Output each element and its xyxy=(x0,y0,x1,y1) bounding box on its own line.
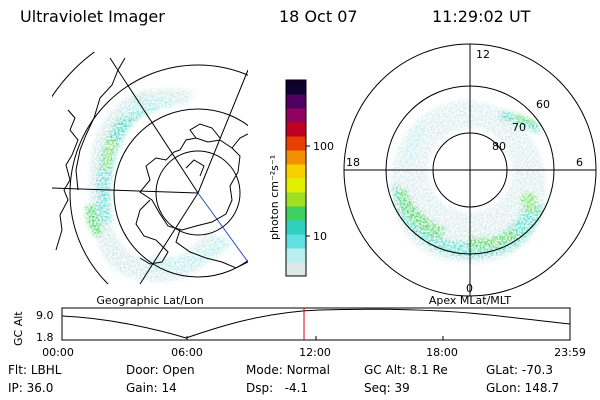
alt-ytick-max: 9.0 xyxy=(36,309,54,322)
mlt-label-6: 6 xyxy=(576,156,583,169)
colorbar-cell xyxy=(286,164,306,179)
status-glat: GLat: -70.3 xyxy=(486,363,553,377)
colorbar-cell xyxy=(286,206,306,221)
alt-xtick-4: 23:59 xyxy=(554,346,586,359)
colorbar: 100 10 photon cm⁻²s⁻¹ xyxy=(268,79,334,277)
geo-coastlines xyxy=(55,57,248,269)
mag-aurora-image xyxy=(390,100,547,263)
mlt-label-18: 18 xyxy=(346,156,360,169)
colorbar-cell xyxy=(286,150,306,165)
colorbar-cell xyxy=(286,220,306,235)
status-filter: Flt: LBHL xyxy=(8,363,62,377)
mlt-label-12: 12 xyxy=(476,48,490,61)
mag-caption: Apex MLat/MLT xyxy=(429,294,512,307)
altitude-x-ticks xyxy=(186,336,444,340)
alt-xtick-1: 06:00 xyxy=(171,346,203,359)
colorbar-cell xyxy=(286,122,306,137)
colorbar-tick-label: 100 xyxy=(313,140,334,153)
colorbar-frame xyxy=(285,79,307,277)
mag-mlt-meridians xyxy=(344,44,596,296)
colorbar-cell xyxy=(286,178,306,193)
altitude-plot: 9.0 1.8 GC Alt 00:00 06:00 12:00 18:00 2… xyxy=(12,307,586,359)
status-seq: Seq: 39 xyxy=(364,381,410,395)
status-ip: IP: 36.0 xyxy=(8,381,54,395)
magnetic-panel: 12 6 0 18 60 70 80 xyxy=(343,43,597,297)
alt-ylabel: GC Alt xyxy=(12,311,25,346)
alt-xtick-0: 00:00 xyxy=(42,346,74,359)
alt-ytick-min: 1.8 xyxy=(36,331,54,344)
colorbar-cell xyxy=(286,108,306,123)
mlat-label-60: 60 xyxy=(536,98,550,111)
geo-latitude-circles xyxy=(52,52,248,284)
mlt-label-0: 0 xyxy=(466,282,473,295)
colorbar-cell xyxy=(286,192,306,207)
alt-xtick-3: 18:00 xyxy=(426,346,458,359)
colorbar-cell xyxy=(286,136,306,151)
geographic-panel xyxy=(52,52,248,284)
colorbar-cell xyxy=(286,94,306,109)
alt-xtick-2: 12:00 xyxy=(299,346,331,359)
geo-caption: Geographic Lat/Lon xyxy=(96,294,203,307)
colorbar-cell xyxy=(286,80,306,95)
altitude-plot-frame xyxy=(61,307,571,341)
colorbar-ticks: 100 10 xyxy=(306,140,334,243)
observation-date: 18 Oct 07 xyxy=(279,7,358,26)
colorbar-unit-label: photon cm⁻²s⁻¹ xyxy=(268,155,281,240)
status-door: Door: Open xyxy=(126,363,195,377)
colorbar-cell xyxy=(286,248,306,263)
altitude-curve xyxy=(61,308,571,339)
colorbar-cells xyxy=(286,80,306,277)
mlat-label-70: 70 xyxy=(512,121,526,134)
colorbar-cell xyxy=(286,234,306,249)
geo-dipole-line xyxy=(197,192,248,263)
status-glon: GLon: 148.7 xyxy=(486,381,559,395)
colorbar-cell xyxy=(286,262,306,277)
status-gain: Gain: 14 xyxy=(126,381,177,395)
instrument-title: Ultraviolet Imager xyxy=(20,7,165,26)
colorbar-tick-label: 10 xyxy=(313,230,327,243)
mlat-label-80: 80 xyxy=(492,140,506,153)
status-gc-alt: GC Alt: 8.1 Re xyxy=(364,363,448,377)
status-mode: Mode: Normal xyxy=(246,363,330,377)
status-dsp: Dsp: -4.1 xyxy=(246,381,309,395)
geo-meridians xyxy=(52,57,248,284)
observation-time: 11:29:02 UT xyxy=(432,7,531,26)
geo-aurora-image xyxy=(85,88,232,282)
